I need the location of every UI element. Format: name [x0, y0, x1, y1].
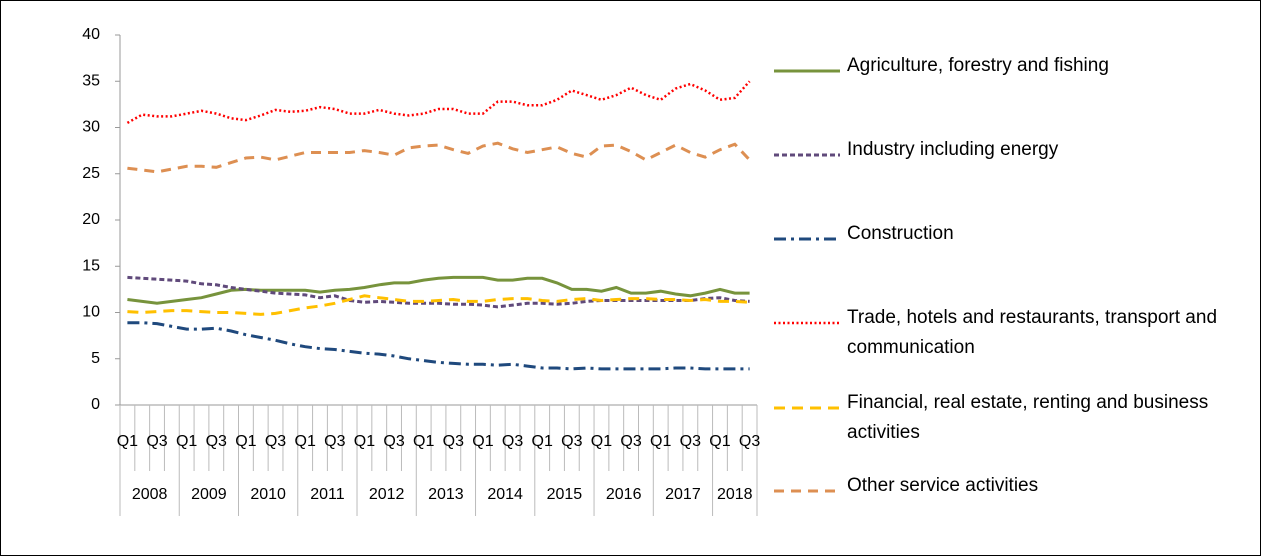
y-tick-label: 30: [82, 119, 100, 136]
year-label: 2012: [369, 486, 405, 503]
series-line: [126, 80, 751, 124]
year-label: 2013: [428, 486, 464, 503]
x-tick-label: Q3: [265, 433, 286, 450]
legend-swatch: [774, 153, 840, 157]
year-label: 2015: [547, 486, 583, 503]
year-label: 2018: [717, 486, 753, 503]
legend-swatch: [774, 406, 840, 410]
y-tick-label: 0: [91, 396, 100, 413]
legend-swatch: [774, 237, 840, 241]
legend-label: Trade, hotels and restaurants, transport…: [847, 307, 1218, 358]
legend-label: Agriculture, forestry and fishing: [847, 55, 1109, 76]
year-label: 2014: [487, 486, 523, 503]
y-tick-label: 25: [82, 165, 100, 182]
x-tick-label: Q1: [117, 433, 138, 450]
legend-label: Industry including energy: [847, 139, 1059, 160]
x-tick-label: Q1: [472, 433, 493, 450]
legend-item: Construction: [774, 223, 1244, 249]
x-tick-label: Q1: [709, 433, 730, 450]
x-tick-label: Q3: [443, 433, 464, 450]
legend-item: Industry including energy: [774, 139, 1244, 165]
legend-swatch: [774, 489, 840, 493]
legend-swatch: [774, 321, 840, 325]
x-tick-label: Q1: [235, 433, 256, 450]
series-line: [127, 294, 750, 316]
series-line: [127, 321, 750, 371]
x-tick-label: Q1: [354, 433, 375, 450]
y-tick-label: 10: [82, 304, 100, 321]
x-tick-label: Q3: [324, 433, 345, 450]
x-tick-label: Q3: [383, 433, 404, 450]
year-label: 2009: [191, 486, 227, 503]
legend-label: Other service activities: [847, 475, 1039, 496]
legend-label: Financial, real estate, renting and busi…: [847, 392, 1209, 443]
year-label: 2011: [310, 486, 345, 503]
x-tick-label: Q1: [176, 433, 197, 450]
legend-swatch: [774, 69, 840, 73]
x-tick-label: Q3: [680, 433, 701, 450]
y-tick-label: 35: [82, 72, 100, 89]
legend-item: Other service activities: [774, 475, 1244, 501]
year-label: 2017: [665, 486, 701, 503]
legend-label: Construction: [847, 223, 954, 244]
y-tick-label: 40: [82, 26, 100, 43]
y-tick-label: 20: [82, 211, 100, 228]
x-tick-label: Q3: [561, 433, 582, 450]
series-line: [127, 141, 751, 174]
x-tick-label: Q1: [591, 433, 612, 450]
legend-item: Agriculture, forestry and fishing: [774, 55, 1244, 81]
x-tick-label: Q3: [146, 433, 167, 450]
year-label: 2010: [250, 486, 286, 503]
series-line: [127, 275, 750, 309]
year-label: 2016: [606, 486, 642, 503]
x-tick-label: Q1: [532, 433, 553, 450]
y-tick-label: 15: [82, 257, 100, 274]
series-line: [127, 275, 750, 305]
x-tick-label: Q1: [650, 433, 671, 450]
x-tick-label: Q1: [413, 433, 434, 450]
x-tick-label: Q3: [620, 433, 641, 450]
x-tick-label: Q1: [295, 433, 316, 450]
x-tick-label: Q3: [739, 433, 760, 450]
year-label: 2008: [132, 486, 168, 503]
legend-item: Trade, hotels and restaurants, transport…: [774, 307, 1244, 363]
legend-item: Financial, real estate, renting and busi…: [774, 392, 1244, 448]
y-tick-label: 5: [91, 350, 100, 367]
x-tick-label: Q3: [206, 433, 227, 450]
x-tick-label: Q3: [502, 433, 523, 450]
